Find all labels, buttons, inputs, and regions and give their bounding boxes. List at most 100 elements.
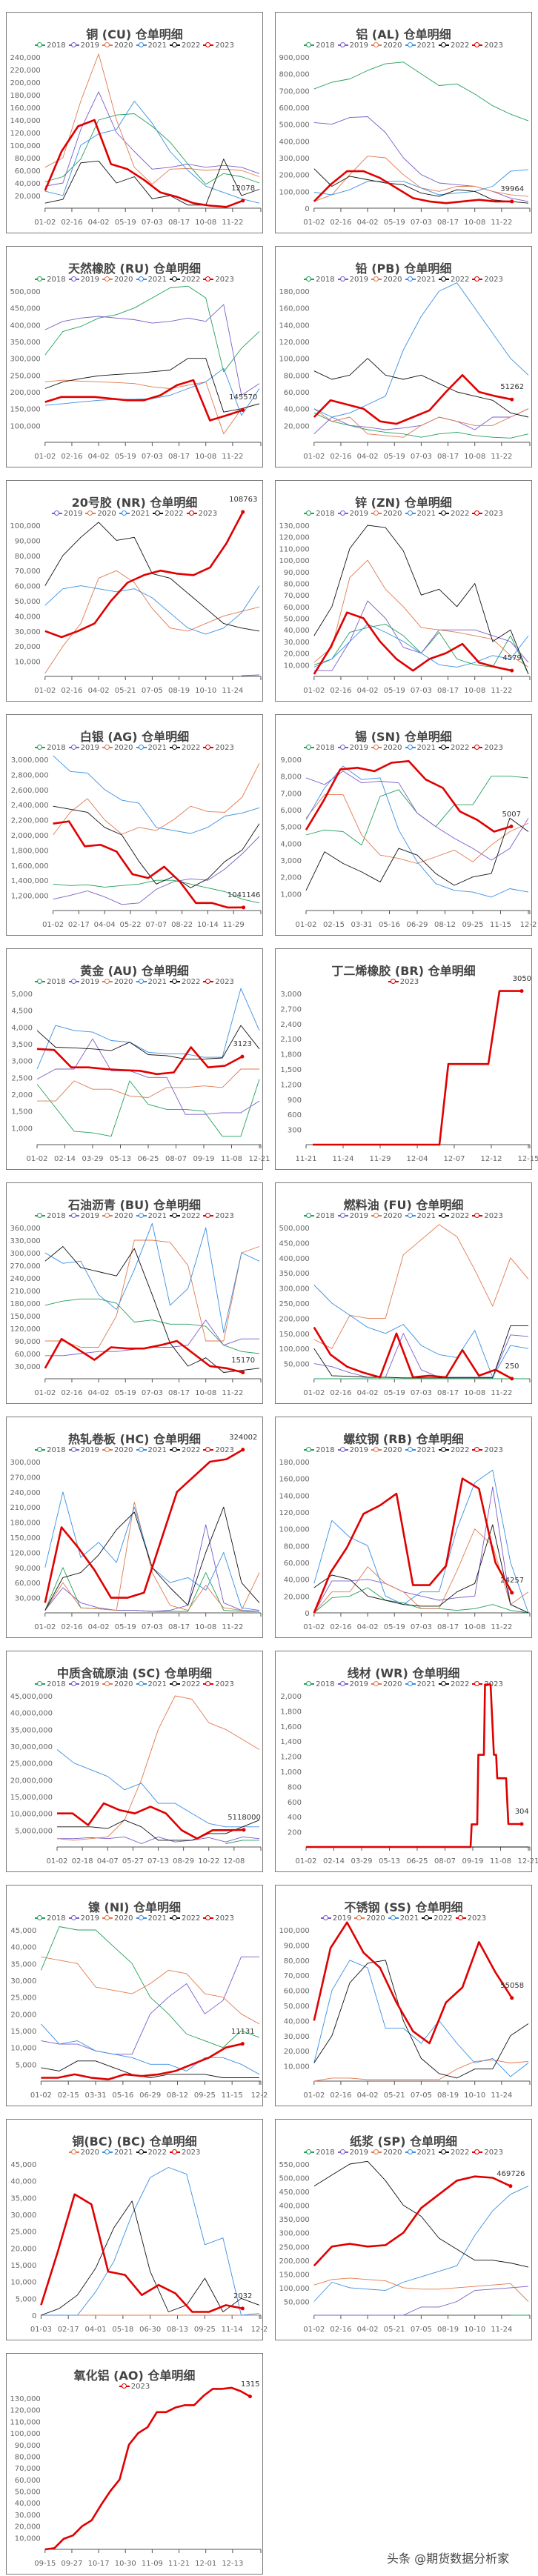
legend-item-2020[interactable]: 2020 (371, 276, 402, 284)
series-2023-line[interactable] (313, 1477, 513, 1614)
series-2020-line[interactable] (313, 559, 529, 668)
series-2023-last-point[interactable] (242, 1828, 246, 1832)
series-2019-line[interactable] (313, 408, 529, 435)
legend-item-2022[interactable]: 2022 (438, 41, 469, 50)
series-2023-line[interactable] (44, 511, 244, 639)
series-2021-line[interactable] (44, 1222, 260, 1334)
series-2021-line[interactable] (313, 282, 529, 418)
legend-item-2022[interactable]: 2022 (169, 41, 200, 50)
legend-item-2020[interactable]: 2020 (102, 1680, 133, 1688)
legend-item-2021[interactable]: 2021 (405, 744, 436, 752)
legend-item-2022[interactable]: 2022 (153, 510, 184, 518)
legend-item-2019[interactable]: 2019 (68, 978, 99, 986)
legend-item-2023[interactable]: 2023 (203, 1680, 234, 1688)
series-2018-line[interactable] (44, 113, 260, 185)
series-2021-line[interactable] (41, 2023, 260, 2075)
series-2021-line[interactable] (313, 1960, 529, 2077)
legend-item-2019[interactable]: 2019 (320, 1914, 351, 1923)
series-2021-line[interactable] (56, 1749, 259, 1828)
series-2023-line[interactable] (313, 990, 522, 1146)
legend-item-2023[interactable]: 2023 (472, 41, 503, 50)
series-2022-line[interactable] (313, 168, 529, 204)
legend-item-2018[interactable]: 2018 (304, 744, 335, 752)
series-2023-line[interactable] (306, 1683, 522, 1848)
series-2018-line[interactable] (44, 1567, 259, 1612)
series-2022-line[interactable] (313, 2160, 529, 2268)
legend-item-2018[interactable]: 2018 (35, 1914, 66, 1923)
legend-item-2023[interactable]: 2023 (169, 2149, 200, 2157)
series-2020-line[interactable] (305, 794, 529, 864)
series-2021-line[interactable] (44, 585, 260, 635)
legend-item-2019[interactable]: 2019 (337, 744, 368, 752)
series-2021-line[interactable] (313, 623, 529, 668)
legend-item-2018[interactable]: 2018 (304, 41, 335, 50)
legend-item-2021[interactable]: 2021 (136, 1680, 167, 1688)
legend-item-2023[interactable]: 2023 (472, 1680, 503, 1688)
legend-item-2018[interactable]: 2018 (35, 1680, 66, 1688)
series-2021-line[interactable] (41, 2167, 260, 2316)
series-2020-line[interactable] (313, 408, 529, 438)
series-2023-line[interactable] (44, 379, 244, 422)
series-2023-last-point[interactable] (519, 989, 524, 994)
legend-item-2021[interactable]: 2021 (136, 978, 167, 986)
series-2021-line[interactable] (305, 765, 529, 898)
legend-item-2023[interactable]: 2023 (203, 978, 234, 986)
legend-item-2020[interactable]: 2020 (371, 744, 402, 752)
series-2023-last-point[interactable] (519, 1822, 524, 1826)
legend-item-2019[interactable]: 2019 (337, 1446, 368, 1454)
series-2022-line[interactable] (313, 1325, 528, 1379)
legend-item-2022[interactable]: 2022 (438, 2149, 469, 2157)
series-2023-last-point[interactable] (240, 2042, 245, 2046)
series-2019-line[interactable] (57, 1836, 260, 1844)
series-2023-last-point[interactable] (510, 668, 514, 673)
series-2023-line[interactable] (36, 1046, 243, 1076)
legend-item-2022[interactable]: 2022 (422, 1914, 453, 1923)
series-2019-line[interactable] (44, 304, 260, 396)
legend-item-2020[interactable]: 2020 (371, 41, 402, 50)
legend-item-2023[interactable]: 2023 (203, 1212, 234, 1220)
legend-item-2023[interactable]: 2023 (203, 41, 234, 50)
legend-item-2021[interactable]: 2021 (405, 1680, 436, 1688)
legend-item-2019[interactable]: 2019 (337, 1212, 368, 1220)
series-2019-line[interactable] (44, 1319, 259, 1357)
series-2022-line[interactable] (313, 1524, 529, 1614)
legend-item-2020[interactable]: 2020 (102, 744, 133, 752)
legend-item-2023[interactable]: 2023 (119, 2383, 150, 2391)
series-2020-line[interactable] (44, 1239, 260, 1348)
series-2022-line[interactable] (41, 2060, 259, 2078)
series-2022-line[interactable] (44, 159, 260, 206)
series-2023-last-point[interactable] (510, 1591, 514, 1595)
series-2019-line[interactable] (44, 1524, 260, 1612)
series-2023-last-point[interactable] (248, 2394, 252, 2399)
series-2023-line[interactable] (313, 374, 513, 425)
series-2023-line[interactable] (53, 820, 244, 909)
legend-item-2018[interactable]: 2018 (304, 1212, 335, 1220)
legend-item-2023[interactable]: 2023 (472, 276, 503, 284)
series-2023-last-point[interactable] (509, 825, 514, 829)
legend-item-2022[interactable]: 2022 (438, 1212, 469, 1220)
series-2021-line[interactable] (44, 367, 260, 416)
series-2020-line[interactable] (313, 156, 529, 202)
legend-item-2019[interactable]: 2019 (68, 276, 99, 284)
legend-item-2022[interactable]: 2022 (169, 276, 200, 284)
legend-item-2022[interactable]: 2022 (169, 744, 200, 752)
legend-item-2020[interactable]: 2020 (102, 978, 133, 986)
legend-item-2020[interactable]: 2020 (102, 1212, 133, 1220)
series-2021-line[interactable] (36, 988, 260, 1070)
series-2018-line[interactable] (53, 879, 260, 904)
series-2021-line[interactable] (44, 1491, 260, 1611)
legend-item-2019[interactable]: 2019 (68, 1914, 99, 1923)
legend-item-2020[interactable]: 2020 (371, 510, 402, 518)
legend-item-2022[interactable]: 2022 (169, 1680, 200, 1688)
legend-item-2019[interactable]: 2019 (337, 1680, 368, 1688)
series-2023-last-point[interactable] (241, 199, 245, 203)
series-2018-line[interactable] (225, 1840, 260, 1844)
legend-item-2021[interactable]: 2021 (405, 510, 436, 518)
series-2019-line[interactable] (241, 674, 260, 676)
legend-item-2021[interactable]: 2021 (405, 41, 436, 50)
legend-item-2020[interactable]: 2020 (102, 41, 133, 50)
legend-item-2019[interactable]: 2019 (337, 41, 368, 50)
legend-item-2018[interactable]: 2018 (35, 1446, 66, 1454)
series-2023-last-point[interactable] (241, 1371, 245, 1374)
legend-item-2019[interactable]: 2019 (337, 510, 368, 518)
